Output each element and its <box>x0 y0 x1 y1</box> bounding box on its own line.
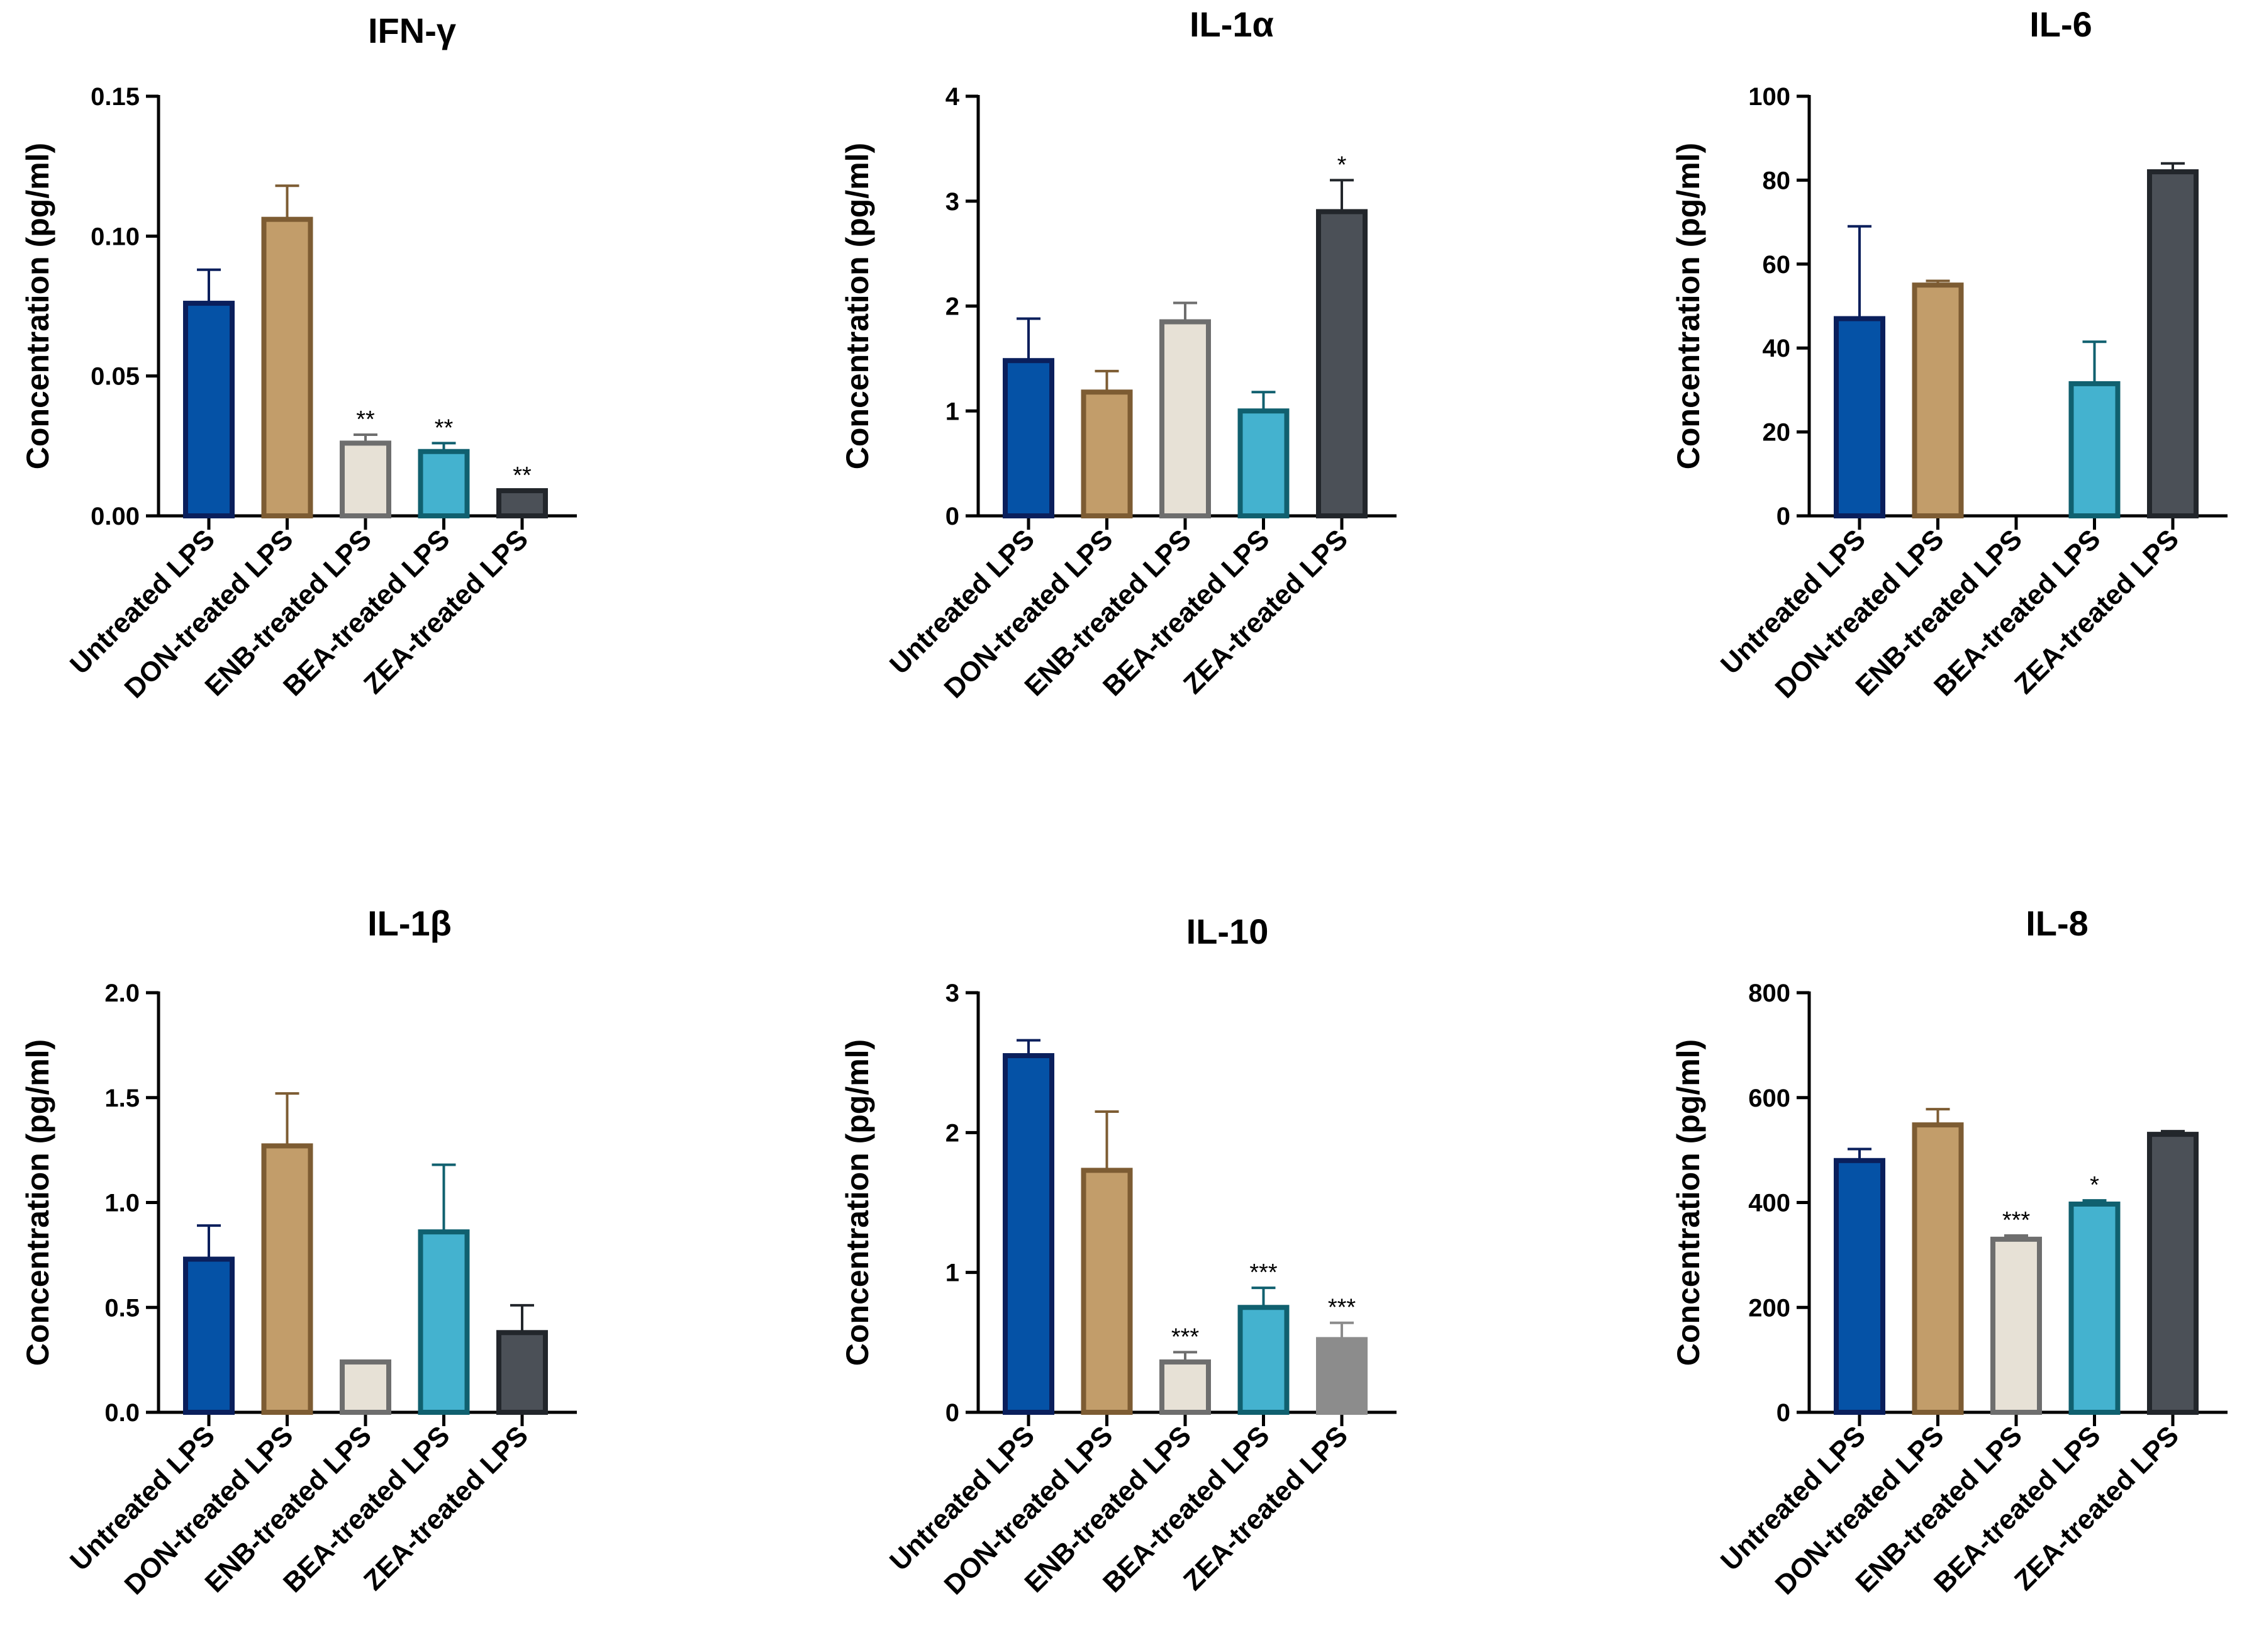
bar-zea-treated-lps <box>496 488 548 518</box>
chart-title: IL-1β <box>367 903 452 943</box>
significance-marker: *** <box>1328 1295 1356 1321</box>
bar-enb-treated-lps <box>1159 1359 1211 1415</box>
x-tick-label-untreated-lps: Untreated LPS <box>1715 1420 1871 1577</box>
y-tick-label: 800 <box>1748 979 1790 1007</box>
bar-untreated-lps <box>183 1256 235 1415</box>
bar-zea-treated-lps <box>496 1330 548 1415</box>
y-axis-label: Concentration (pg/ml) <box>840 143 875 469</box>
y-tick-label: 0.5 <box>104 1294 140 1322</box>
bar-enb-treated-lps <box>1159 319 1211 518</box>
bar-don-treated-lps <box>1081 389 1133 518</box>
significance-marker: ** <box>513 462 532 489</box>
y-tick-label: 2 <box>945 293 959 321</box>
y-tick-label: 0 <box>945 503 959 530</box>
y-tick-label: 600 <box>1748 1085 1790 1112</box>
y-axis-label: Concentration (pg/ml) <box>840 1039 875 1366</box>
x-tick-label-untreated-lps: Untreated LPS <box>884 523 1040 680</box>
significance-marker: ** <box>435 415 454 441</box>
significance-marker: *** <box>2002 1207 2031 1234</box>
x-tick-label-untreated-lps: Untreated LPS <box>64 1420 221 1577</box>
chart-title: IL-10 <box>1186 912 1269 951</box>
y-tick-label: 1 <box>945 398 959 425</box>
bar-zea-treated-lps <box>1316 209 1368 518</box>
bar-untreated-lps <box>183 301 235 518</box>
chart-title: IL-1α <box>1190 4 1274 44</box>
bar-enb-treated-lps <box>340 1359 391 1415</box>
y-tick-label: 0.10 <box>91 223 140 250</box>
significance-marker: *** <box>1171 1324 1200 1350</box>
bar-bea-treated-lps <box>1237 408 1290 518</box>
x-tick-label-untreated-lps: Untreated LPS <box>884 1420 1040 1577</box>
y-tick-label: 0.15 <box>91 83 140 111</box>
y-axis-label: Concentration (pg/ml) <box>20 1039 55 1366</box>
bar-don-treated-lps <box>1081 1168 1133 1415</box>
bar-zea-treated-lps <box>1316 1337 1368 1415</box>
bar-zea-treated-lps <box>2147 169 2199 518</box>
y-tick-label: 40 <box>1763 335 1791 362</box>
x-tick-label-untreated-lps: Untreated LPS <box>1715 523 1871 680</box>
chart-panel-il-6: IL-6 Concentration (pg/ml) 0 20 40 60 80 100 Unt… <box>1671 4 2228 704</box>
y-tick-label: 80 <box>1763 167 1791 194</box>
bar-don-treated-lps <box>261 216 313 518</box>
y-tick-label: 60 <box>1763 251 1791 279</box>
y-tick-label: 400 <box>1748 1190 1790 1217</box>
bar-bea-treated-lps <box>2068 1202 2121 1415</box>
bar-untreated-lps <box>1003 1053 1054 1415</box>
bar-zea-treated-lps <box>2147 1132 2199 1415</box>
y-tick-label: 0 <box>945 1399 959 1427</box>
y-tick-label: 0 <box>1776 503 1790 530</box>
bar-bea-treated-lps <box>418 1229 470 1415</box>
y-tick-label: 0 <box>1776 1399 1790 1427</box>
significance-marker: * <box>1337 152 1347 178</box>
bar-don-treated-lps <box>1912 282 1964 518</box>
y-tick-label: 1.0 <box>104 1190 140 1217</box>
chart-title: IL-8 <box>2026 903 2089 943</box>
y-tick-label: 200 <box>1748 1294 1790 1322</box>
y-axis-label: Concentration (pg/ml) <box>1671 143 1706 469</box>
y-tick-label: 3 <box>945 188 959 216</box>
chart-panel-il-8: IL-8 Concentration (pg/ml) 0 200 400 600 800 Un… <box>1671 903 2228 1600</box>
bar-bea-treated-lps <box>418 449 470 519</box>
y-tick-label: 1 <box>945 1259 959 1287</box>
bar-untreated-lps <box>1834 1158 1885 1415</box>
y-tick-label: 3 <box>945 979 959 1007</box>
bar-untreated-lps <box>1834 316 1885 518</box>
y-axis-label: Concentration (pg/ml) <box>20 143 55 469</box>
bar-bea-treated-lps <box>2068 381 2121 519</box>
significance-marker: ** <box>356 406 375 433</box>
chart-panel-ifn: IFN-γ Concentration (pg/ml) 0.00 0.05 0.10 0.… <box>20 11 577 704</box>
chart-panel-il-1: IL-1α Concentration (pg/ml) 0 1 2 3 4 Untreated… <box>840 4 1397 704</box>
bar-untreated-lps <box>1003 358 1054 519</box>
y-axis-label: Concentration (pg/ml) <box>1671 1039 1706 1366</box>
y-tick-label: 0.05 <box>91 363 140 391</box>
x-tick-label-untreated-lps: Untreated LPS <box>64 523 221 680</box>
y-tick-label: 1.5 <box>104 1085 140 1112</box>
significance-marker: *** <box>1249 1259 1278 1286</box>
bar-enb-treated-lps <box>340 440 391 518</box>
chart-panel-il-10: IL-10 Concentration (pg/ml) 0 1 2 3 Untreated … <box>840 912 1397 1600</box>
chart-title: IFN-γ <box>368 11 456 50</box>
y-tick-label: 4 <box>945 83 960 111</box>
y-tick-label: 20 <box>1763 419 1791 447</box>
y-tick-label: 0.0 <box>104 1399 140 1427</box>
chart-title: IL-6 <box>2029 4 2092 44</box>
bar-bea-treated-lps <box>1237 1305 1290 1415</box>
significance-marker: * <box>2090 1172 2099 1198</box>
y-tick-label: 2.0 <box>104 979 140 1007</box>
bar-don-treated-lps <box>1912 1122 1964 1415</box>
chart-panel-il-1: IL-1β Concentration (pg/ml) 0.0 0.5 1.0 1.5 2.… <box>20 903 577 1600</box>
bar-enb-treated-lps <box>1990 1236 2042 1415</box>
bar-don-treated-lps <box>261 1143 313 1415</box>
y-tick-label: 0.00 <box>91 503 140 530</box>
y-tick-label: 2 <box>945 1119 959 1147</box>
y-tick-label: 100 <box>1748 83 1790 111</box>
